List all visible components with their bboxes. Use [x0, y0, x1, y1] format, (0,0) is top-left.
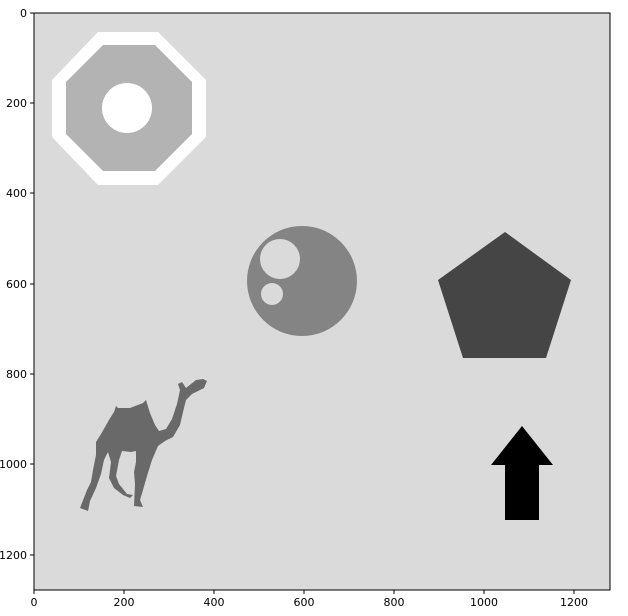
- y-tick-label: 600: [6, 278, 27, 291]
- circle-large-hole-shape: [260, 239, 300, 279]
- circle-shape: [247, 226, 357, 336]
- y-tick-label: 200: [6, 97, 27, 110]
- circle-small-hole-shape: [261, 283, 283, 305]
- camel-silhouette: [80, 379, 207, 511]
- x-tick-label: 200: [114, 596, 135, 609]
- x-tick-label: 0: [31, 596, 38, 609]
- y-tick-label: 400: [6, 187, 27, 200]
- y-tick-label: 1000: [0, 458, 27, 471]
- x-tick-label: 600: [294, 596, 315, 609]
- x-tick-label: 800: [384, 596, 405, 609]
- x-tick-label: 1200: [560, 596, 588, 609]
- octagon-hole-shape: [102, 83, 152, 133]
- image-frame: [33, 12, 611, 591]
- x-tick-label: 1000: [470, 596, 498, 609]
- y-tick-label: 800: [6, 368, 27, 381]
- x-axis: 0 200 400 600 800 1000 1200: [31, 590, 588, 609]
- y-tick-label: 1200: [0, 549, 27, 562]
- y-tick-label: 0: [20, 7, 27, 20]
- pentagon-shape: [438, 232, 571, 358]
- x-tick-label: 400: [204, 596, 225, 609]
- y-axis: 0 200 400 600 800 1000 1200: [0, 7, 34, 562]
- up-arrow-shape: [491, 426, 553, 520]
